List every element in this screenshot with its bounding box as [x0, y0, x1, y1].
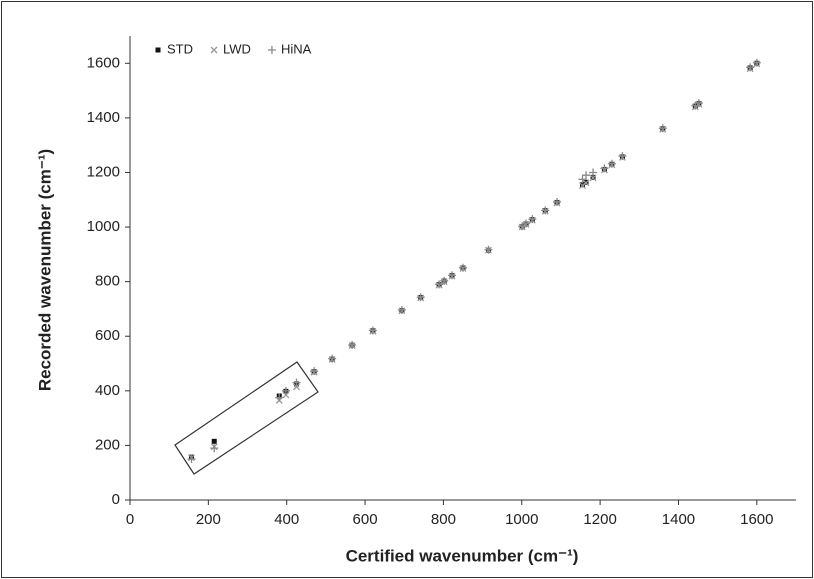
point	[292, 378, 301, 387]
x-tick-label: 800	[431, 511, 456, 528]
y-tick-label: 400	[95, 382, 120, 399]
point	[282, 391, 290, 399]
highlight-box	[174, 361, 319, 475]
point	[348, 340, 357, 349]
point	[416, 293, 425, 302]
point	[589, 174, 597, 182]
point	[582, 171, 591, 180]
x-axis-title: Certified wavenumber (cm⁻¹)	[346, 546, 579, 565]
point	[187, 455, 196, 464]
point	[600, 164, 609, 173]
point	[440, 276, 449, 285]
point	[435, 280, 444, 289]
y-tick-label: 1200	[87, 163, 120, 180]
point	[293, 383, 300, 391]
y-tick-label: 200	[95, 436, 120, 453]
legend-marker	[210, 46, 218, 54]
y-tick-label: 800	[95, 273, 120, 290]
legend-label: HiNA	[281, 41, 312, 56]
y-axis-title: Recorded wavenumber (cm⁻¹)	[35, 149, 54, 391]
point	[281, 386, 290, 395]
y-tick-label: 1000	[87, 218, 120, 235]
point	[694, 99, 703, 108]
x-tick-label: 1200	[583, 511, 616, 528]
x-tick-label: 1400	[662, 511, 695, 528]
x-tick-label: 200	[196, 511, 221, 528]
y-tick-label: 600	[95, 327, 120, 344]
point	[522, 219, 531, 228]
point	[459, 263, 467, 272]
y-tick-label: 0	[112, 491, 120, 508]
point	[310, 367, 319, 376]
legend-marker	[155, 47, 161, 53]
point	[582, 179, 590, 187]
point	[484, 245, 493, 254]
y-tick-label: 1600	[87, 54, 120, 71]
point	[541, 206, 550, 215]
point	[553, 197, 562, 206]
x-tick-label: 600	[353, 511, 378, 528]
point	[275, 393, 284, 402]
x-tick-label: 1600	[740, 511, 773, 528]
point	[589, 168, 598, 177]
point	[528, 215, 537, 224]
point	[397, 306, 406, 315]
point	[618, 152, 627, 161]
point	[578, 175, 587, 184]
point	[368, 326, 377, 335]
x-tick-label: 400	[274, 511, 299, 528]
y-tick-label: 1400	[87, 109, 120, 126]
x-tick-label: 1000	[505, 511, 538, 528]
point	[328, 354, 337, 363]
x-tick-label: 0	[126, 511, 134, 528]
point	[752, 58, 761, 67]
point	[211, 438, 217, 444]
point	[210, 444, 219, 453]
legend-marker	[267, 46, 276, 54]
point	[658, 124, 667, 133]
legend-label: LWD	[223, 41, 251, 56]
point	[448, 271, 457, 280]
point	[746, 63, 755, 72]
point	[607, 159, 616, 168]
legend-label: STD	[167, 41, 193, 56]
